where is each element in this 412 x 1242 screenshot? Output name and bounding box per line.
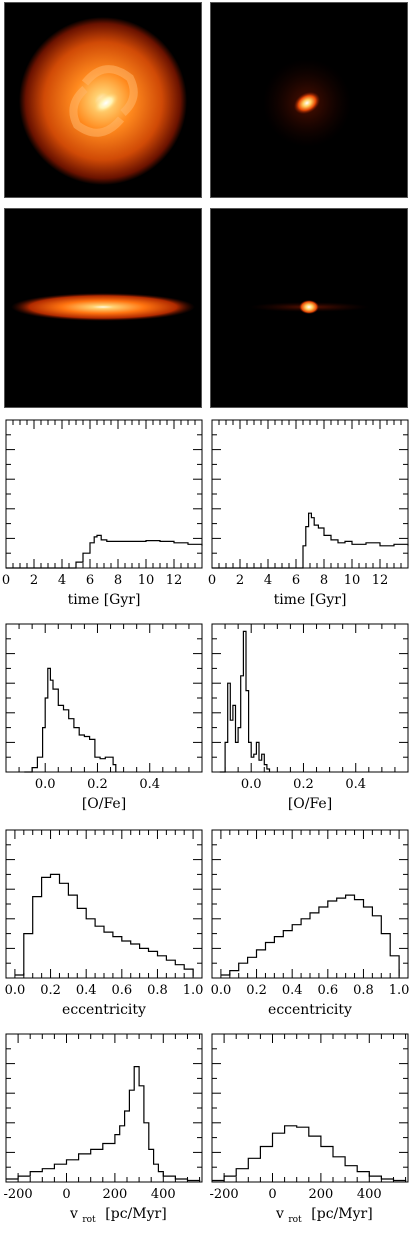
plot-frame xyxy=(211,1033,409,1183)
x-tick-label: 0.0 xyxy=(211,983,232,998)
x-tick-label: 0.2 xyxy=(293,777,314,792)
x-tick-label: 8 xyxy=(320,573,328,588)
histogram-line-time-right xyxy=(212,512,409,569)
x-axis-title: v xyxy=(275,1206,284,1222)
galaxy-edge-on-left xyxy=(5,209,201,407)
plot-vrot-right: -200 0 200 400 v rot [pc/Myr] xyxy=(209,1033,409,1225)
x-axis-title: [O/Fe] xyxy=(288,796,332,812)
x-tick-label: 0.8 xyxy=(353,983,374,998)
galaxy-edge-on-right xyxy=(211,209,407,407)
plot-frame xyxy=(211,623,409,773)
histogram-line-vrot-right xyxy=(212,1125,407,1182)
x-tick-label: 12 xyxy=(166,573,183,588)
x-tick-label: 8 xyxy=(114,573,122,588)
x-axis-title: time [Gyr] xyxy=(274,592,347,608)
x-tick-label: 10 xyxy=(138,573,155,588)
histogram-line-time-left xyxy=(6,534,203,569)
plot-time-right: 0 2 4 6 8 10 12 time [Gyr] xyxy=(208,419,409,608)
x-tick-label: -200 xyxy=(3,1187,32,1202)
x-tick-label: 2 xyxy=(30,573,38,588)
x-tick-label: 0.0 xyxy=(5,983,26,998)
plot-frame xyxy=(211,419,409,569)
image-panel-face-on-right xyxy=(210,2,408,198)
x-tick-label: 1.0 xyxy=(183,983,204,998)
x-axis-title-subscript: rot xyxy=(288,1215,302,1225)
histogram-line-ecc-right xyxy=(220,894,400,977)
x-tick-label: 6 xyxy=(292,573,300,588)
plot-time-left: 0 2 4 6 8 10 12 time [Gyr] xyxy=(2,419,203,608)
x-tick-label: 0 xyxy=(2,573,10,588)
x-tick-label: 6 xyxy=(86,573,94,588)
x-tick-label: 400 xyxy=(357,1187,382,1202)
x-axis-title: eccentricity xyxy=(62,1002,146,1018)
image-panel-edge-on-right xyxy=(210,208,408,408)
x-tick-label: 4 xyxy=(58,573,66,588)
x-tick-label: 0.4 xyxy=(345,777,366,792)
x-tick-label: -200 xyxy=(209,1187,238,1202)
x-tick-label: 0.0 xyxy=(35,777,56,792)
plot-ofe-right: 0.0 0.2 0.4 [O/Fe] xyxy=(211,623,409,812)
histogram-line-ofe-left xyxy=(24,667,117,773)
x-tick-label: 200 xyxy=(102,1187,127,1202)
image-panel-face-on-left xyxy=(4,2,202,198)
x-axis-title: eccentricity xyxy=(268,1002,352,1018)
x-tick-label: 0.0 xyxy=(241,777,262,792)
plot-frame xyxy=(5,829,203,979)
x-tick-label: 0 xyxy=(208,573,216,588)
x-tick-label: 0.4 xyxy=(139,777,160,792)
x-tick-label: 12 xyxy=(372,573,389,588)
plot-ecc-left: 0.0 0.2 0.4 0.6 0.8 1.0 eccentricity xyxy=(5,829,204,1018)
plot-frame xyxy=(211,829,409,979)
galaxy-face-on-left xyxy=(5,3,201,197)
image-panel-edge-on-left xyxy=(4,208,202,408)
x-tick-label: 0 xyxy=(268,1187,276,1202)
x-axis-title: v xyxy=(69,1206,78,1222)
x-axis-title-unit: [pc/Myr] xyxy=(105,1206,166,1222)
x-tick-label: 200 xyxy=(308,1187,333,1202)
x-tick-label: 0.8 xyxy=(147,983,168,998)
plot-vrot-left: -200 0 200 400 v rot [pc/Myr] xyxy=(3,1033,203,1225)
x-tick-label: 0.6 xyxy=(111,983,132,998)
x-tick-label: 0.4 xyxy=(76,983,97,998)
x-axis-title-subscript: rot xyxy=(82,1215,96,1225)
plot-ofe-left: 0.0 0.2 0.4 [O/Fe] xyxy=(5,623,203,812)
x-tick-label: 0.6 xyxy=(317,983,338,998)
x-tick-label: 0 xyxy=(62,1187,70,1202)
histogram-line-vrot-left xyxy=(6,1066,201,1182)
x-tick-label: 10 xyxy=(344,573,361,588)
plot-ecc-right: 0.0 0.2 0.4 0.6 0.8 1.0 eccentricity xyxy=(211,829,410,1018)
x-tick-label: 400 xyxy=(151,1187,176,1202)
x-axis-title: time [Gyr] xyxy=(68,592,141,608)
x-tick-label: 0.4 xyxy=(282,983,303,998)
plot-frame xyxy=(5,419,203,569)
x-tick-label: 4 xyxy=(264,573,272,588)
galaxy-face-on-right xyxy=(211,3,407,197)
x-axis-title: [O/Fe] xyxy=(82,796,126,812)
plot-frame xyxy=(5,1033,203,1183)
x-tick-label: 2 xyxy=(236,573,244,588)
x-tick-label: 1.0 xyxy=(389,983,410,998)
x-axis-title-unit: [pc/Myr] xyxy=(311,1206,372,1222)
x-tick-label: 0.2 xyxy=(40,983,61,998)
x-tick-label: 0.2 xyxy=(246,983,267,998)
histogram-line-ecc-left xyxy=(14,873,194,977)
histogram-line-ofe-right xyxy=(219,630,271,773)
plot-frame xyxy=(5,623,203,773)
x-tick-label: 0.2 xyxy=(87,777,108,792)
